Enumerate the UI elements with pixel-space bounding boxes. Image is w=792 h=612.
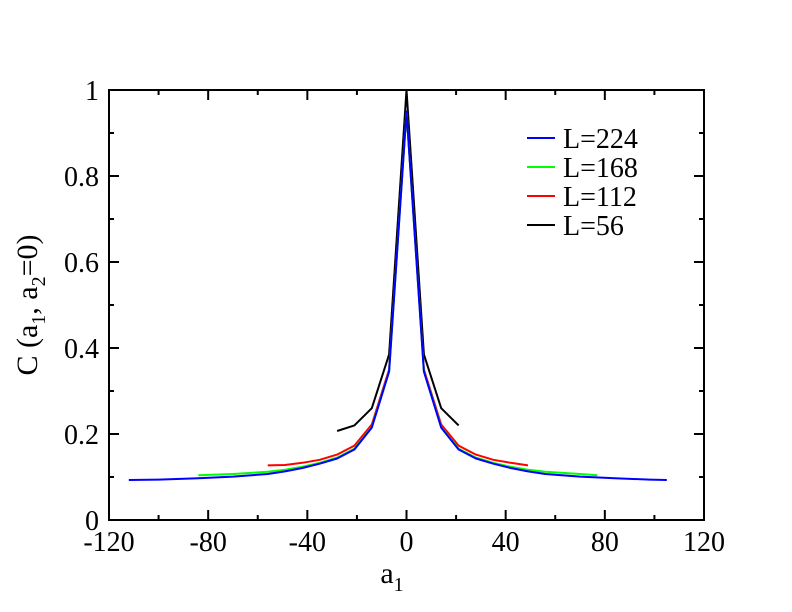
x-tick-label: -80 <box>190 527 227 558</box>
y-tick-label: 0.6 <box>64 248 99 279</box>
series-line-l-56 <box>336 89 460 432</box>
y-tick-label: 1 <box>85 76 99 107</box>
axis-ticks: -120 -80 -40 0 40 80 120 0 0.2 0.4 0.6 0.8 1 <box>64 76 725 558</box>
series-line-l-112 <box>267 110 529 467</box>
y-axis-label: C (a1, a2=0) <box>11 234 50 375</box>
x-tick-label: -120 <box>83 527 134 558</box>
x-tick-label: -40 <box>289 527 326 558</box>
x-tick-label: 120 <box>683 527 725 558</box>
legend-label-l-168: L=168 <box>563 153 638 184</box>
legend-label-l-224: L=224 <box>563 124 638 155</box>
x-tick-label: 80 <box>591 527 619 558</box>
legend-label-l-112: L=112 <box>563 182 637 213</box>
x-axis-label: a1 <box>380 557 403 596</box>
legend-label-l-56: L=56 <box>563 211 624 242</box>
y-tick-label: 0.2 <box>64 420 99 451</box>
series-line-l-224 <box>128 110 667 481</box>
x-tick-label: 0 <box>400 527 414 558</box>
y-tick-label: 0.4 <box>64 334 99 365</box>
y-tick-label: 0 <box>85 506 99 537</box>
series-layer <box>128 89 667 481</box>
y-tick-label: 0.8 <box>64 162 99 193</box>
x-tick-label: 40 <box>492 527 520 558</box>
